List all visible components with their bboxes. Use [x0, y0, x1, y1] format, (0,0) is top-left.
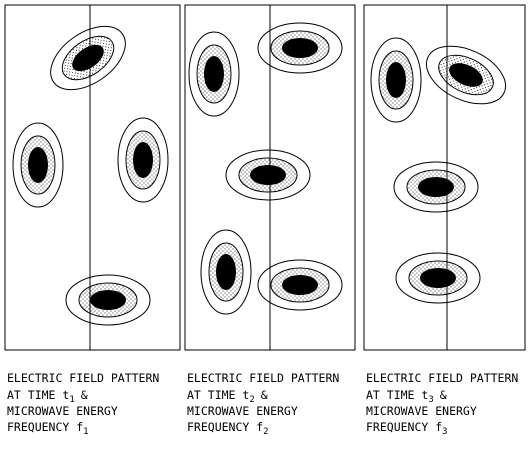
subscript: 1	[83, 427, 88, 437]
core	[420, 268, 456, 288]
field-lobe	[226, 150, 310, 200]
core	[90, 290, 126, 310]
field-lobe	[66, 275, 150, 325]
caption-line: MICROWAVE ENERGY	[366, 404, 477, 418]
caption-line: AT TIME t2&	[187, 388, 268, 405]
core	[418, 177, 454, 197]
caption-line: MICROWAVE ENERGY	[187, 404, 298, 418]
core	[250, 165, 286, 185]
field-lobe	[417, 35, 514, 116]
field-lobe	[371, 38, 421, 122]
caption-line: FREQUENCY f2	[187, 420, 269, 437]
caption-line: ELECTRIC FIELD PATTERN	[366, 371, 518, 385]
core	[282, 275, 318, 295]
caption-text: AT TIME t	[187, 388, 249, 402]
core	[204, 56, 224, 92]
core	[28, 147, 48, 183]
caption-line: AT TIME t1&	[7, 388, 88, 405]
caption-line: ELECTRIC FIELD PATTERN	[7, 371, 159, 385]
caption-line: AT TIME t3&	[366, 388, 447, 405]
field-lobe	[394, 162, 478, 212]
field-lobe	[396, 253, 480, 303]
core	[133, 142, 153, 178]
field-lobe	[39, 13, 136, 102]
caption-line: FREQUENCY f3	[366, 420, 448, 437]
caption-text: FREQUENCY f	[187, 420, 263, 434]
caption-text: &	[261, 388, 268, 402]
caption-line: FREQUENCY f1	[7, 420, 89, 437]
field-lobe	[201, 230, 251, 314]
field-lobe	[258, 23, 342, 73]
subscript: 3	[442, 427, 447, 437]
field-lobe	[189, 32, 239, 116]
subscript: 2	[263, 427, 268, 437]
caption-text: AT TIME t	[366, 388, 428, 402]
caption-text: &	[440, 388, 447, 402]
caption-line: MICROWAVE ENERGY	[7, 404, 118, 418]
caption-text: AT TIME t	[7, 388, 69, 402]
core	[216, 254, 236, 290]
figure: ELECTRIC FIELD PATTERNAT TIME t1&MICROWA…	[0, 0, 529, 451]
field-lobe	[13, 123, 63, 207]
field-lobe	[258, 260, 342, 310]
field-lobe	[118, 118, 168, 202]
core	[386, 62, 406, 98]
caption-text: &	[81, 388, 88, 402]
caption-line: ELECTRIC FIELD PATTERN	[187, 371, 339, 385]
caption-text: FREQUENCY f	[7, 420, 83, 434]
core	[282, 38, 318, 58]
caption-text: FREQUENCY f	[366, 420, 442, 434]
